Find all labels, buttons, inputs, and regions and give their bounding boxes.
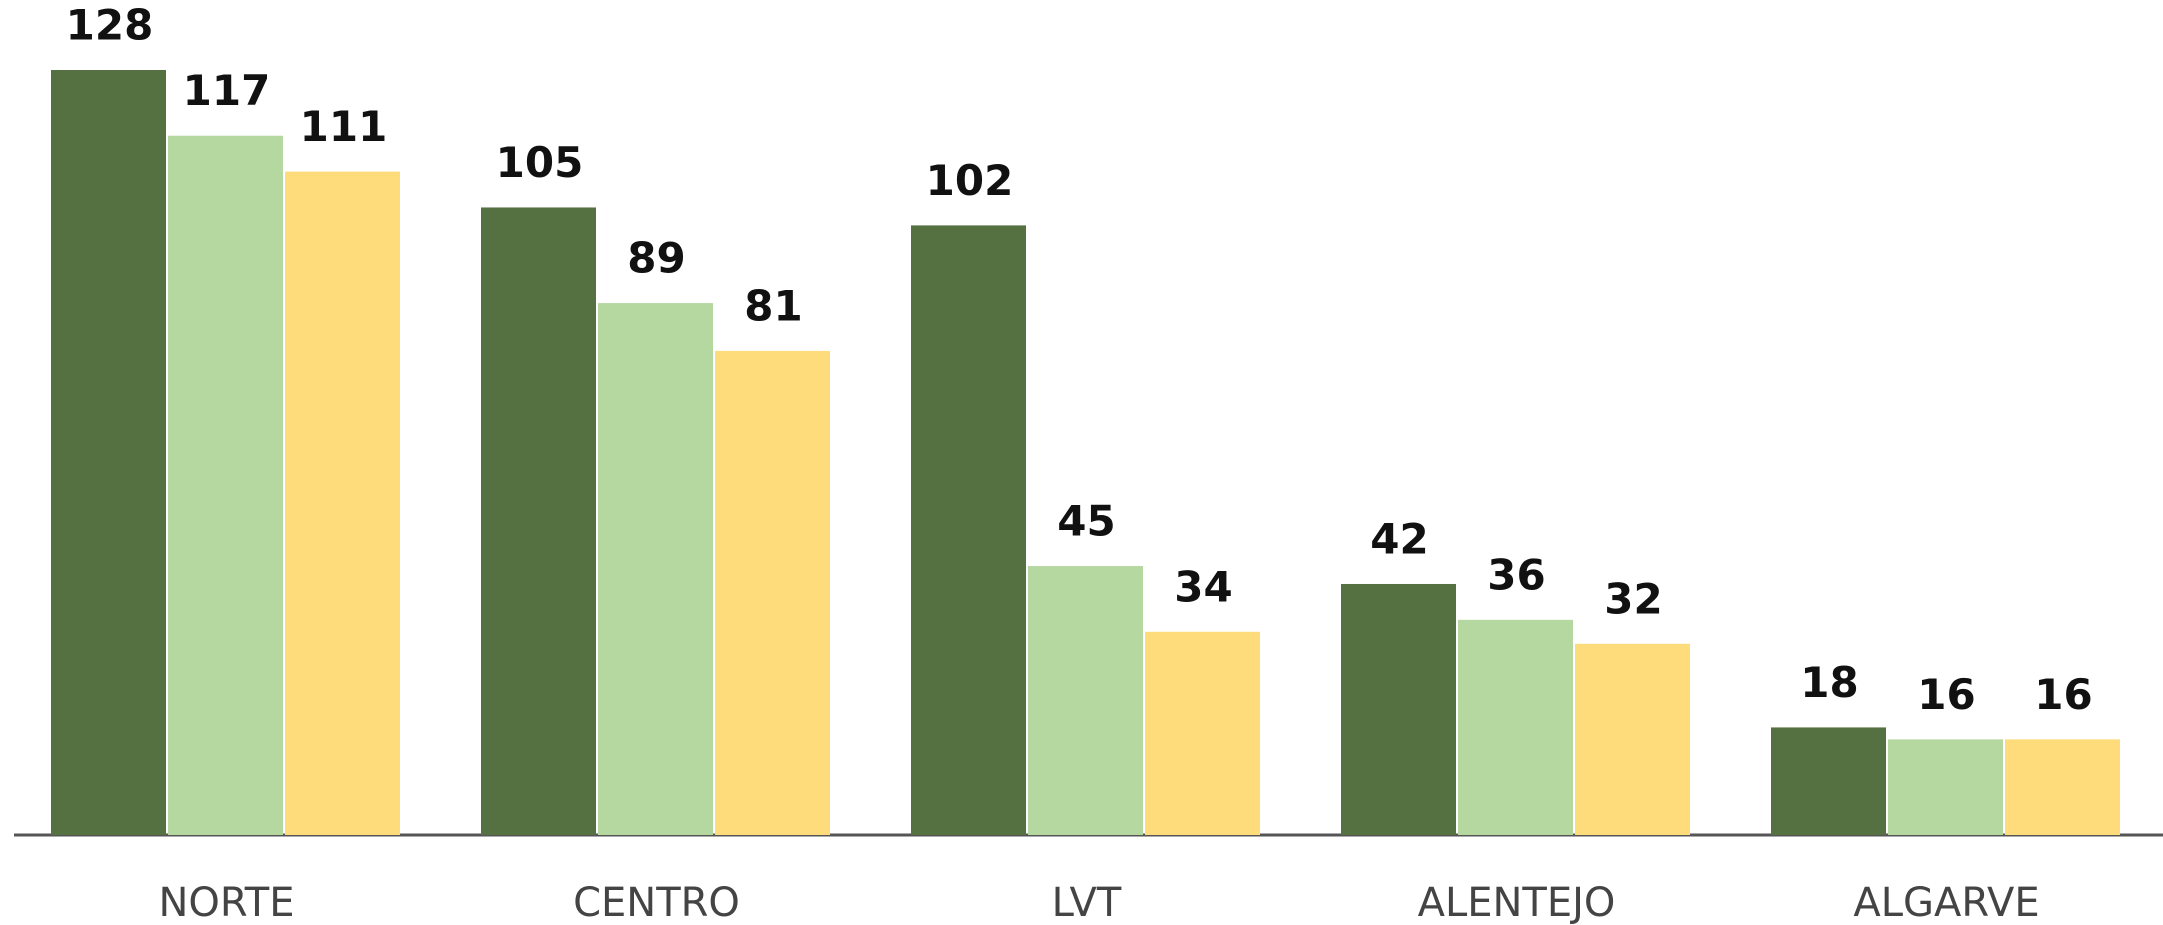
- data-label: 128: [66, 1, 154, 50]
- bar: [1341, 583, 1456, 835]
- data-label: 34: [1174, 562, 1232, 611]
- x-tick-label: CENTRO: [573, 880, 740, 925]
- data-label: 89: [627, 234, 685, 283]
- bar: [1771, 727, 1886, 835]
- bar: [1145, 631, 1260, 835]
- bar: [285, 171, 400, 835]
- data-label: 42: [1370, 514, 1428, 563]
- bar: [2005, 739, 2120, 835]
- data-label: 117: [183, 66, 271, 115]
- x-tick-label: ALGARVE: [1853, 880, 2039, 925]
- data-label: 18: [1800, 658, 1858, 707]
- bar: [51, 70, 166, 835]
- bar: [911, 225, 1026, 835]
- data-label: 16: [1917, 670, 1975, 719]
- bar: [1028, 566, 1143, 835]
- data-label: 32: [1604, 574, 1662, 623]
- x-tick-label: ALENTEJO: [1418, 880, 1616, 925]
- x-tick-label: NORTE: [159, 880, 295, 925]
- data-label: 105: [496, 138, 584, 187]
- bar: [1888, 739, 2003, 835]
- data-label: 102: [926, 156, 1014, 205]
- bar: [715, 350, 830, 835]
- data-label: 16: [2034, 670, 2092, 719]
- data-label: 36: [1487, 550, 1545, 599]
- bar: [481, 207, 596, 835]
- bar: [168, 135, 283, 835]
- data-label: 45: [1057, 497, 1115, 546]
- bar: [598, 303, 713, 835]
- x-tick-label: LVT: [1052, 880, 1122, 925]
- data-label: 111: [300, 102, 388, 151]
- bar: [1575, 643, 1690, 835]
- data-label: 81: [744, 281, 802, 330]
- bar: [1458, 619, 1573, 835]
